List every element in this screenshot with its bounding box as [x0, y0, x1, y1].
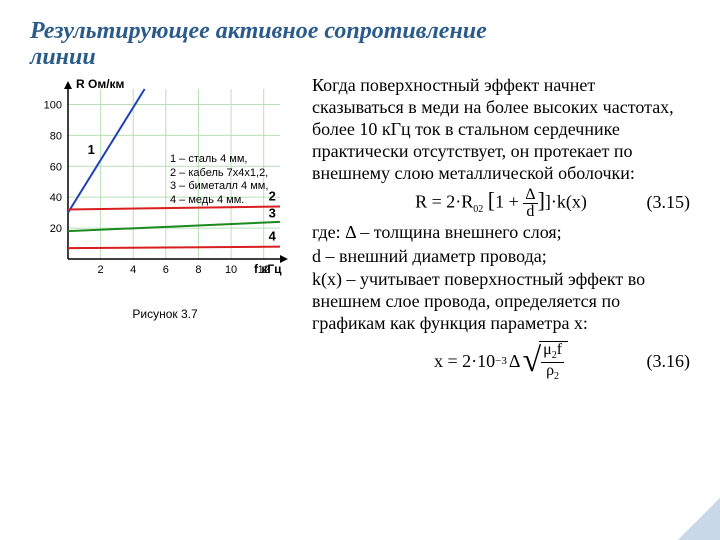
eq1-num: Δ: [523, 187, 537, 204]
eq2-rho: ρ: [546, 362, 554, 379]
content-layout: 2468101220406080100R Ом/кмf кГц1234 1 – …: [30, 75, 690, 384]
svg-text:60: 60: [50, 161, 62, 173]
page-curl-icon: [678, 498, 720, 540]
svg-text:6: 6: [163, 264, 169, 276]
eq2-lhs: x = 2·10: [434, 351, 495, 373]
legend-item: 1 – сталь 4 мм,: [170, 153, 268, 167]
svg-text:8: 8: [195, 264, 201, 276]
page-title: Результирующее активное сопротивление ли…: [30, 18, 690, 71]
eq2-f: f: [557, 341, 562, 358]
eq1-number: (3.15): [647, 192, 691, 214]
svg-text:4: 4: [269, 228, 277, 243]
equation-2: x = 2·10−3 Δ √ μ2f ρ2: [434, 341, 568, 381]
paragraph-1: Когда поверхностный эффект начнет сказыв…: [312, 75, 690, 185]
legend-item: 4 – медь 4 мм.: [170, 194, 268, 208]
paragraph-3: d – внешний диаметр провода;: [312, 246, 690, 268]
equation-1: R = 2·R02 [1 + Δd]]·k(x): [415, 187, 587, 220]
eq2-number: (3.16): [647, 351, 691, 373]
svg-text:100: 100: [44, 99, 62, 111]
eq1-sub: 02: [473, 204, 483, 215]
paragraph-2: где: Δ – толщина внешнего слоя;: [312, 222, 690, 244]
svg-text:2: 2: [98, 264, 104, 276]
figure-caption: Рисунок 3.7: [30, 307, 300, 321]
eq1-lhs: R = 2·R: [415, 191, 473, 211]
right-column: Когда поверхностный эффект начнет сказыв…: [312, 75, 690, 384]
eq1-den: d: [523, 204, 537, 220]
title-line-2: линии: [30, 44, 96, 70]
legend-item: 3 – биметалл 4 мм,: [170, 180, 268, 194]
eq1-rhs: ]·k(x): [545, 191, 587, 211]
svg-text:f кГц: f кГц: [254, 262, 282, 276]
svg-text:10: 10: [225, 264, 237, 276]
svg-text:4: 4: [130, 264, 136, 276]
paragraph-4: k(x) – учитывает поверхностный эффект во…: [312, 269, 690, 335]
equation-row-1: R = 2·R02 [1 + Δd]]·k(x) (3.15): [312, 187, 690, 220]
sqrt-icon: √ μ2f ρ2: [522, 341, 568, 381]
svg-text:R Ом/км: R Ом/км: [76, 77, 125, 91]
chart-legend: 1 – сталь 4 мм, 2 – кабель 7x4x1,2, 3 – …: [170, 153, 268, 208]
equation-row-2: x = 2·10−3 Δ √ μ2f ρ2 (3.16): [312, 341, 690, 381]
eq2-sup: −3: [495, 355, 507, 368]
eq2-rho-sub: 2: [554, 371, 559, 382]
eq2-delta: Δ: [509, 351, 521, 373]
svg-text:20: 20: [50, 223, 62, 235]
svg-text:2: 2: [269, 188, 276, 203]
eq2-mu: μ: [543, 341, 552, 358]
left-column: 2468101220406080100R Ом/кмf кГц1234 1 – …: [30, 75, 300, 384]
legend-item: 2 – кабель 7x4x1,2,: [170, 167, 268, 181]
svg-text:40: 40: [50, 192, 62, 204]
svg-text:3: 3: [269, 205, 276, 220]
svg-text:1: 1: [88, 142, 95, 157]
title-line-1: Результирующее активное сопротивление: [30, 18, 487, 44]
svg-text:80: 80: [50, 130, 62, 142]
